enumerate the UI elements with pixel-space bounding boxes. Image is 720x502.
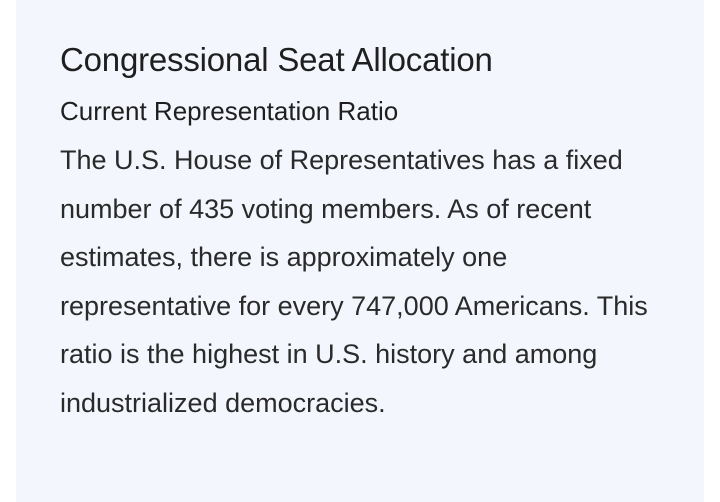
section-heading: Current Representation Ratio (60, 96, 399, 126)
page-title: Congressional Seat Allocation (60, 41, 493, 78)
content-card: Congressional Seat Allocation Current Re… (16, 0, 704, 502)
body-paragraph: The U.S. House of Representatives has a … (60, 145, 648, 418)
